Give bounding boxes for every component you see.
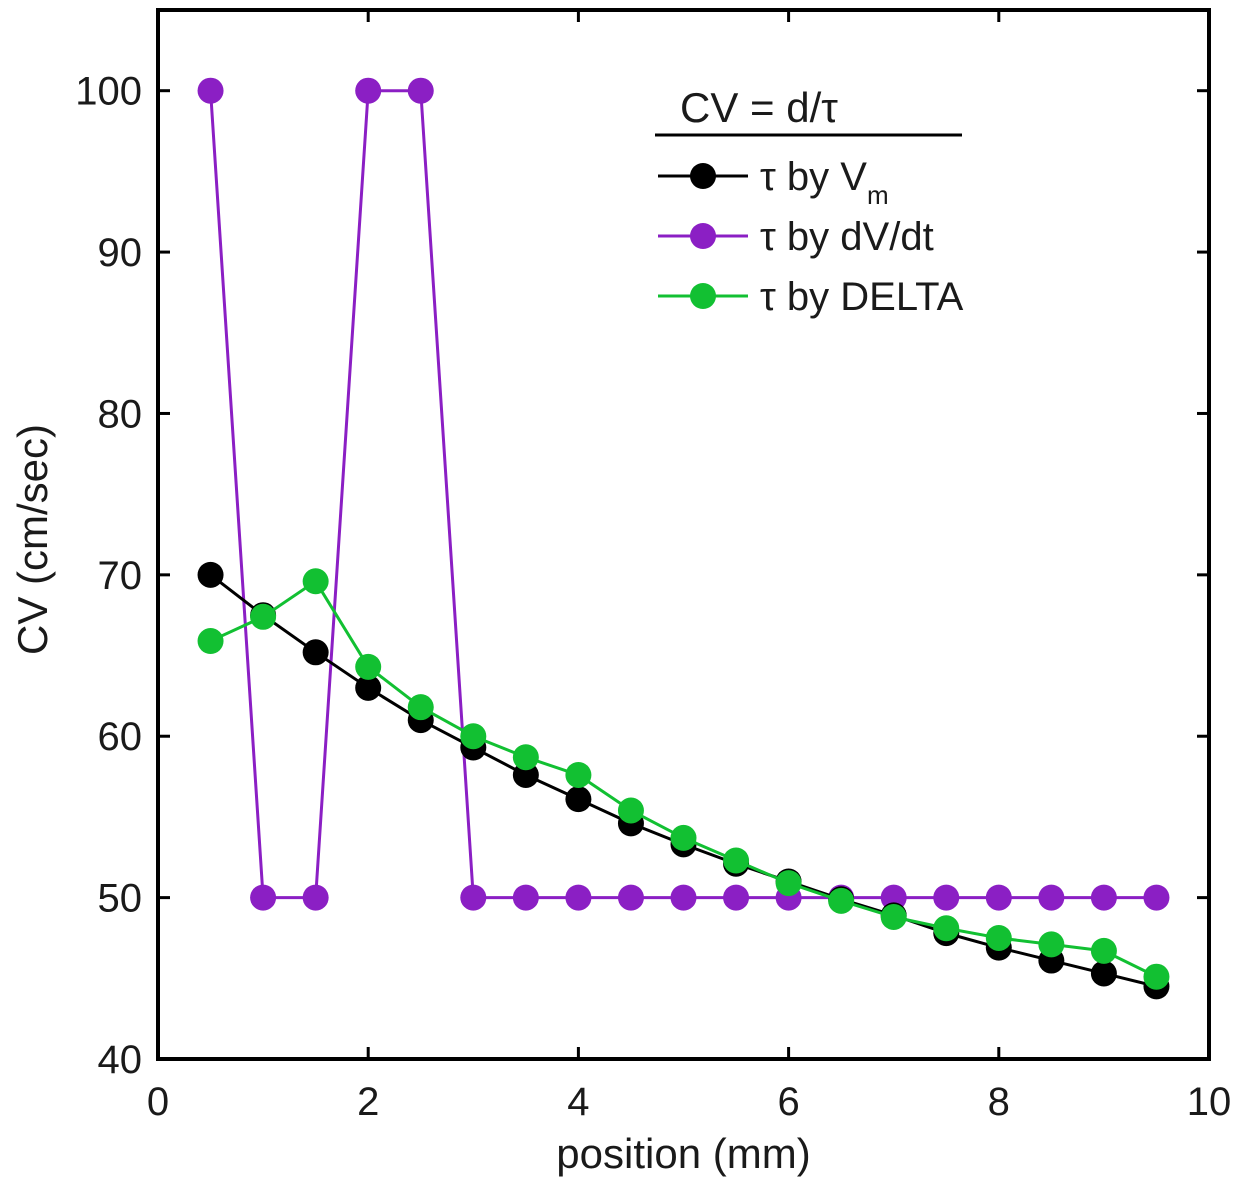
data-point xyxy=(933,884,960,911)
plot-frame xyxy=(156,8,1211,1061)
data-point xyxy=(1143,884,1170,911)
data-point xyxy=(302,568,329,595)
data-point xyxy=(197,628,224,655)
legend-label-prefix: τ by xyxy=(760,155,840,199)
data-point xyxy=(723,847,750,874)
legend-entries: τ by Vmτ by dV/dtτ by DELTA xyxy=(658,155,964,319)
data-point xyxy=(985,924,1012,951)
data-point xyxy=(1090,937,1117,964)
legend-label-prefix: τ by xyxy=(760,275,840,319)
y-tick-label: 80 xyxy=(98,392,143,436)
x-tick-label: 2 xyxy=(357,1080,379,1124)
data-point xyxy=(670,884,697,911)
data-series xyxy=(197,77,1170,1000)
data-point xyxy=(407,77,434,104)
data-point xyxy=(617,884,644,911)
legend: CV = d/τ τ by Vmτ by dV/dtτ by DELTA xyxy=(655,84,964,319)
x-tick-label: 6 xyxy=(777,1080,799,1124)
data-point xyxy=(985,884,1012,911)
x-tick-label: 10 xyxy=(1187,1080,1232,1124)
series--by-delta xyxy=(197,568,1170,990)
data-point xyxy=(355,653,382,680)
data-point xyxy=(197,561,224,588)
data-point xyxy=(565,884,592,911)
y-axis-label: CV (cm/sec) xyxy=(9,424,56,655)
legend-title: CV = d/τ xyxy=(680,84,838,131)
series--by-dv-dt xyxy=(197,77,1170,911)
legend-label-main: dV/dt xyxy=(840,215,933,259)
data-point xyxy=(617,797,644,824)
series-line xyxy=(209,573,1157,988)
y-tick-label: 50 xyxy=(98,877,143,921)
data-point xyxy=(1090,884,1117,911)
data-point xyxy=(302,884,329,911)
data-point xyxy=(460,723,487,750)
legend-label-subscript: m xyxy=(867,180,889,210)
data-point xyxy=(355,77,382,104)
data-point xyxy=(1038,884,1065,911)
legend-label: τ by DELTA xyxy=(760,275,964,319)
legend-marker xyxy=(690,163,716,189)
x-tick-label: 0 xyxy=(147,1080,169,1124)
data-point xyxy=(197,77,224,104)
legend-label: τ by dV/dt xyxy=(760,215,934,259)
data-point xyxy=(250,603,277,630)
legend-entry: τ by DELTA xyxy=(658,275,964,319)
x-tick-label: 8 xyxy=(988,1080,1010,1124)
legend-label: τ by Vm xyxy=(760,155,889,210)
x-tick-label: 4 xyxy=(567,1080,589,1124)
legend-label-main: V xyxy=(840,155,867,199)
data-point xyxy=(933,915,960,942)
data-point xyxy=(250,884,277,911)
data-point xyxy=(775,870,802,897)
legend-label-main: DELTA xyxy=(840,275,963,319)
data-point xyxy=(1143,963,1170,990)
axis-tick-labels: 0 2 4 6 8 10 40 50 60 70 80 90 100 xyxy=(75,70,1231,1124)
y-tick-label: 70 xyxy=(98,554,143,598)
series-line xyxy=(209,579,1158,979)
data-point xyxy=(460,884,487,911)
data-point xyxy=(723,884,750,911)
data-point xyxy=(512,744,539,771)
data-point xyxy=(565,761,592,788)
legend-marker xyxy=(690,283,716,309)
data-point xyxy=(880,903,907,930)
legend-label-prefix: τ by xyxy=(760,215,840,259)
legend-entry: τ by dV/dt xyxy=(658,215,934,259)
legend-entry: τ by Vm xyxy=(658,155,889,210)
data-point xyxy=(302,639,329,666)
data-point xyxy=(828,887,855,914)
data-point xyxy=(355,674,382,701)
legend-marker xyxy=(690,223,716,249)
data-point xyxy=(407,694,434,721)
data-point xyxy=(512,884,539,911)
x-axis-label: position (mm) xyxy=(556,1130,810,1177)
y-tick-label: 100 xyxy=(75,70,142,114)
data-point xyxy=(1038,931,1065,958)
data-point xyxy=(565,786,592,813)
y-tick-label: 60 xyxy=(98,715,143,759)
data-point xyxy=(1090,960,1117,987)
y-tick-label: 40 xyxy=(98,1038,143,1082)
y-tick-label: 90 xyxy=(98,231,143,275)
data-point xyxy=(670,824,697,851)
series-line xyxy=(209,89,1157,900)
